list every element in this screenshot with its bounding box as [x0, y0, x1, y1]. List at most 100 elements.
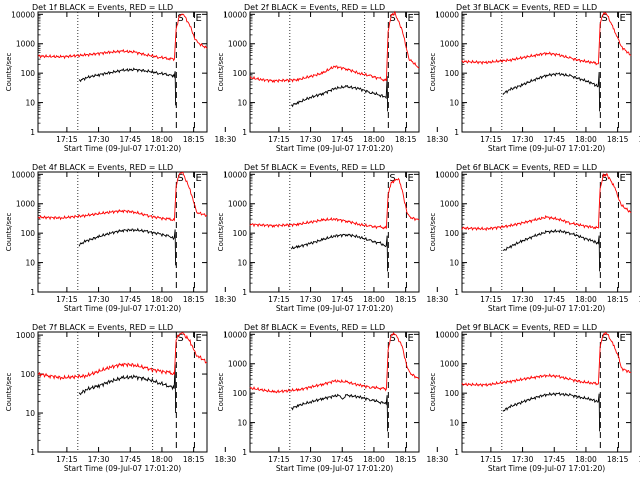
x-tick-label: 17:30 [300, 295, 322, 304]
x-tick-label: 18:15 [607, 295, 629, 304]
y-tick-label: 100 [21, 370, 36, 379]
end-marker-label: E [619, 333, 625, 344]
x-tick-label: 17:45 [119, 455, 141, 464]
y-tick-label: 10000 [435, 330, 459, 339]
start-marker-label: S [389, 173, 395, 184]
x-tick-label: 17:15 [480, 135, 502, 144]
y-tick-label: 1000 [16, 200, 35, 209]
x-tick-label: 18:30 [215, 135, 237, 144]
series-line-lld [37, 332, 208, 381]
x-tick-label: 18:15 [183, 455, 205, 464]
end-marker-label: E [195, 333, 201, 344]
x-tick-label: 18:30 [639, 135, 640, 144]
x-tick-label: 18:15 [183, 295, 205, 304]
end-marker-label: E [407, 173, 413, 184]
end-marker-label: E [195, 173, 201, 184]
x-tick-label: 17:45 [119, 295, 141, 304]
plot-frame [461, 171, 632, 293]
plot-frame [37, 171, 208, 293]
y-tick-label: 100 [445, 229, 460, 238]
y-tick-label: 100 [445, 389, 460, 398]
x-tick-label: 17:15 [56, 455, 78, 464]
panel-title: Det 4f BLACK = Events, RED = LLD [32, 163, 173, 172]
x-tick-label: 17:15 [56, 295, 78, 304]
x-tick-label: 18:00 [363, 295, 385, 304]
end-marker-label: E [619, 173, 625, 184]
x-axis-label: Start Time (09-Jul-07 17:01:20) [276, 304, 393, 313]
panel-title: Det 3f BLACK = Events, RED = LLD [456, 3, 597, 12]
y-tick-label: 10000 [11, 170, 35, 179]
x-axis-label: Start Time (09-Jul-07 17:01:20) [488, 304, 605, 313]
series-line-events [78, 227, 177, 266]
x-tick-label: 18:30 [639, 455, 640, 464]
series-line-events [290, 76, 389, 112]
y-tick-label: 10000 [11, 10, 35, 19]
plot-frame [461, 331, 632, 453]
series-line-lld [461, 331, 632, 388]
series-line-lld [37, 171, 208, 222]
x-tick-label: 17:15 [56, 135, 78, 144]
series-line-events [290, 233, 389, 272]
x-axis-label: Start Time (09-Jul-07 17:01:20) [488, 464, 605, 473]
x-tick-label: 18:30 [639, 295, 640, 304]
y-tick-label: 100 [21, 229, 36, 238]
y-tick-label: 1 [242, 128, 247, 137]
end-marker-label: E [195, 13, 201, 24]
y-tick-label: 1000 [16, 331, 35, 340]
x-tick-label: 17:30 [88, 135, 110, 144]
x-tick-label: 17:45 [543, 135, 565, 144]
x-tick-label: 18:00 [575, 295, 597, 304]
x-tick-label: 18:15 [607, 455, 629, 464]
y-tick-label: 10 [25, 409, 35, 418]
y-tick-label: 1000 [16, 40, 35, 49]
y-tick-label: 10000 [223, 330, 247, 339]
chart-panel-5: Det 5f BLACK = Events, RED = LLD 1 10 100 10… [217, 163, 448, 313]
plot-frame [249, 331, 420, 453]
series-line-lld [461, 11, 632, 66]
series-line-events [290, 393, 389, 432]
y-tick-label: 1 [242, 288, 247, 297]
y-tick-label: 10000 [223, 170, 247, 179]
chart-panel-7: Det 7f BLACK = Events, RED = LLD 1 10 100 10… [5, 323, 236, 473]
series-line-lld [249, 10, 420, 84]
y-tick-label: 100 [233, 389, 248, 398]
x-tick-label: 18:30 [427, 295, 449, 304]
y-tick-label: 10 [449, 99, 459, 108]
chart-panel-3: Det 3f BLACK = Events, RED = LLD 1 10 100 10… [429, 3, 640, 153]
y-tick-label: 1000 [228, 40, 247, 49]
plot-frame [37, 331, 208, 453]
x-axis-label: Start Time (09-Jul-07 17:01:20) [488, 144, 605, 153]
y-axis-label: Counts/sec [5, 213, 13, 252]
series-line-events [78, 364, 177, 414]
y-tick-label: 10 [237, 99, 247, 108]
x-tick-label: 17:15 [480, 295, 502, 304]
y-tick-label: 1 [30, 448, 35, 457]
y-tick-label: 10 [25, 99, 35, 108]
y-axis-label: Counts/sec [217, 53, 225, 92]
x-tick-label: 18:30 [215, 455, 237, 464]
x-tick-label: 18:15 [183, 135, 205, 144]
x-tick-label: 18:00 [151, 135, 173, 144]
start-marker-label: S [601, 13, 607, 24]
series-line-lld [461, 172, 632, 232]
x-tick-label: 17:15 [480, 455, 502, 464]
y-axis-label: Counts/sec [429, 373, 437, 412]
x-tick-label: 17:30 [512, 135, 534, 144]
x-tick-label: 18:00 [575, 135, 597, 144]
y-tick-label: 10 [449, 419, 459, 428]
y-axis-label: Counts/sec [429, 213, 437, 252]
x-tick-label: 17:15 [268, 135, 290, 144]
series-line-lld [249, 177, 420, 230]
y-tick-label: 1000 [440, 40, 459, 49]
chart-panel-6: Det 6f BLACK = Events, RED = LLD 1 10 100 10… [429, 163, 640, 313]
series-line-events [502, 228, 601, 272]
start-marker-label: S [601, 173, 607, 184]
y-tick-label: 100 [445, 69, 460, 78]
x-tick-label: 17:15 [268, 455, 290, 464]
x-tick-label: 17:30 [512, 455, 534, 464]
x-tick-label: 17:30 [88, 295, 110, 304]
x-tick-label: 18:15 [395, 295, 417, 304]
x-tick-label: 17:30 [88, 455, 110, 464]
y-axis-label: Counts/sec [5, 53, 13, 92]
